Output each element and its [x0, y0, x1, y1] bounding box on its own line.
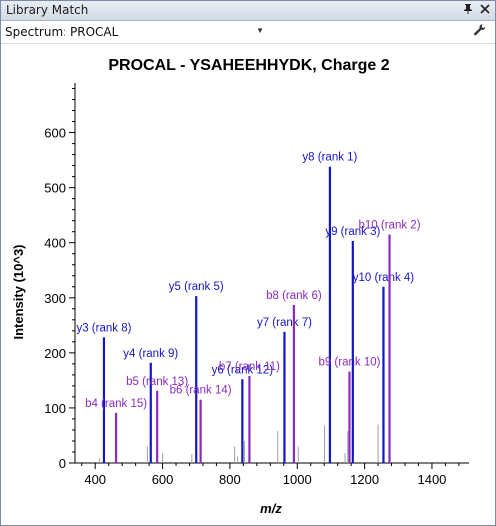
wrench-icon[interactable] [473, 23, 489, 39]
chart-title: PROCAL - YSAHEEHHYDK, Charge 2 [108, 57, 389, 74]
y-tick-label: 200 [44, 346, 66, 361]
peak-label: y4 (rank 9) [123, 348, 178, 360]
peak-label: y6 (rank 12) [212, 364, 274, 376]
x-tick-label: 1000 [283, 472, 312, 487]
peak-label: b5 (rank 13) [126, 376, 188, 388]
x-tick-label: 600 [152, 472, 174, 487]
peak-label: y9 (rank 3) [325, 226, 380, 238]
pin-icon[interactable] [461, 3, 475, 17]
spectrum-label: Spectrum: [5, 25, 68, 39]
peak-label: y8 (rank 1) [302, 152, 357, 164]
chevron-down-icon[interactable]: ▼ [256, 26, 264, 35]
spectrum-selected-value: PROCAL [70, 25, 119, 39]
peak-label: y7 (rank 7) [257, 317, 312, 329]
y-tick-label: 100 [44, 401, 66, 416]
spectrum-dropdown[interactable]: PROCAL ▼ [65, 22, 267, 42]
spectrum-toolbar: Spectrum: PROCAL ▼ [1, 21, 495, 44]
peak-label: b4 (rank 15) [85, 398, 147, 410]
spectrum-chart[interactable]: PROCAL - YSAHEEHHYDK, Charge 2 0 100 200 30… [1, 45, 495, 525]
close-icon[interactable] [478, 3, 492, 17]
x-tick-label: 800 [219, 472, 241, 487]
peak-label: y10 (rank 4) [353, 272, 415, 284]
peak-label: b10 (rank 2) [359, 219, 421, 231]
y-tick-label: 600 [44, 126, 66, 141]
plot-area: 0 100 200 300 400 500 600 400 600 800 1000 1200 1400… [44, 83, 469, 487]
panel-title: Library Match [6, 3, 89, 17]
panel-titlebar[interactable]: Library Match [1, 1, 495, 21]
y-tick-label: 0 [59, 456, 66, 471]
peak-label: y5 (rank 5) [169, 281, 224, 293]
x-tick-label: 1200 [350, 472, 379, 487]
x-tick-label: 400 [84, 472, 106, 487]
y-axis-label: Intensity (10^3) [11, 244, 26, 339]
peak-label: b6 (rank 14) [170, 385, 232, 397]
y-tick-label: 300 [44, 291, 66, 306]
peak-label: b8 (rank 6) [266, 290, 322, 302]
peak-label: y3 (rank 8) [76, 322, 131, 334]
x-tick-label: 1400 [417, 472, 446, 487]
peak-label: b9 (rank 10) [318, 357, 380, 369]
y-tick-label: 500 [44, 181, 66, 196]
y-tick-label: 400 [44, 236, 66, 251]
x-axis-label: m/z [260, 501, 282, 516]
peak-label: b7 (rank 11) [219, 361, 280, 373]
